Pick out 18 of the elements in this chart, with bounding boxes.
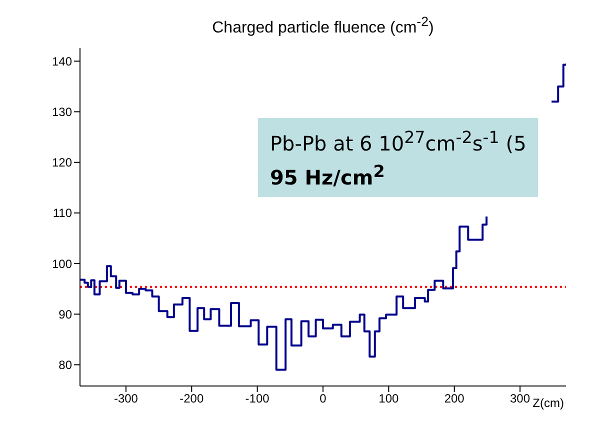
x-axis-title: Z(cm) (532, 396, 564, 410)
y-tick-label: 80 (58, 358, 72, 372)
x-tick-label: 100 (378, 392, 400, 406)
y-tick-label: 100 (52, 256, 72, 271)
x-tick-label: -100 (245, 392, 270, 406)
x-tick-label: -300 (114, 392, 138, 406)
y-tick-label: 110 (52, 206, 72, 220)
x-tick-label: 300 (510, 392, 530, 406)
x-tick-label: -200 (180, 392, 204, 406)
y-tick-label: 120 (52, 156, 72, 170)
x-tick-label: 200 (444, 392, 465, 406)
y-tick-label: 130 (52, 105, 72, 120)
y-tick-label: 140 (52, 54, 72, 68)
annotation: Pb-Pb at 6 10$^{27}$cm$^{-2}$s$^{-1}$ (5 (270, 127, 526, 158)
x-tick-label: 0 (320, 392, 327, 406)
chart-title: Charged particle fluence (cm$^{-2}$) (211, 14, 435, 38)
annotation: 95 Hz/cm$^{2}$ (270, 160, 386, 192)
y-tick-label: 90 (58, 307, 72, 322)
